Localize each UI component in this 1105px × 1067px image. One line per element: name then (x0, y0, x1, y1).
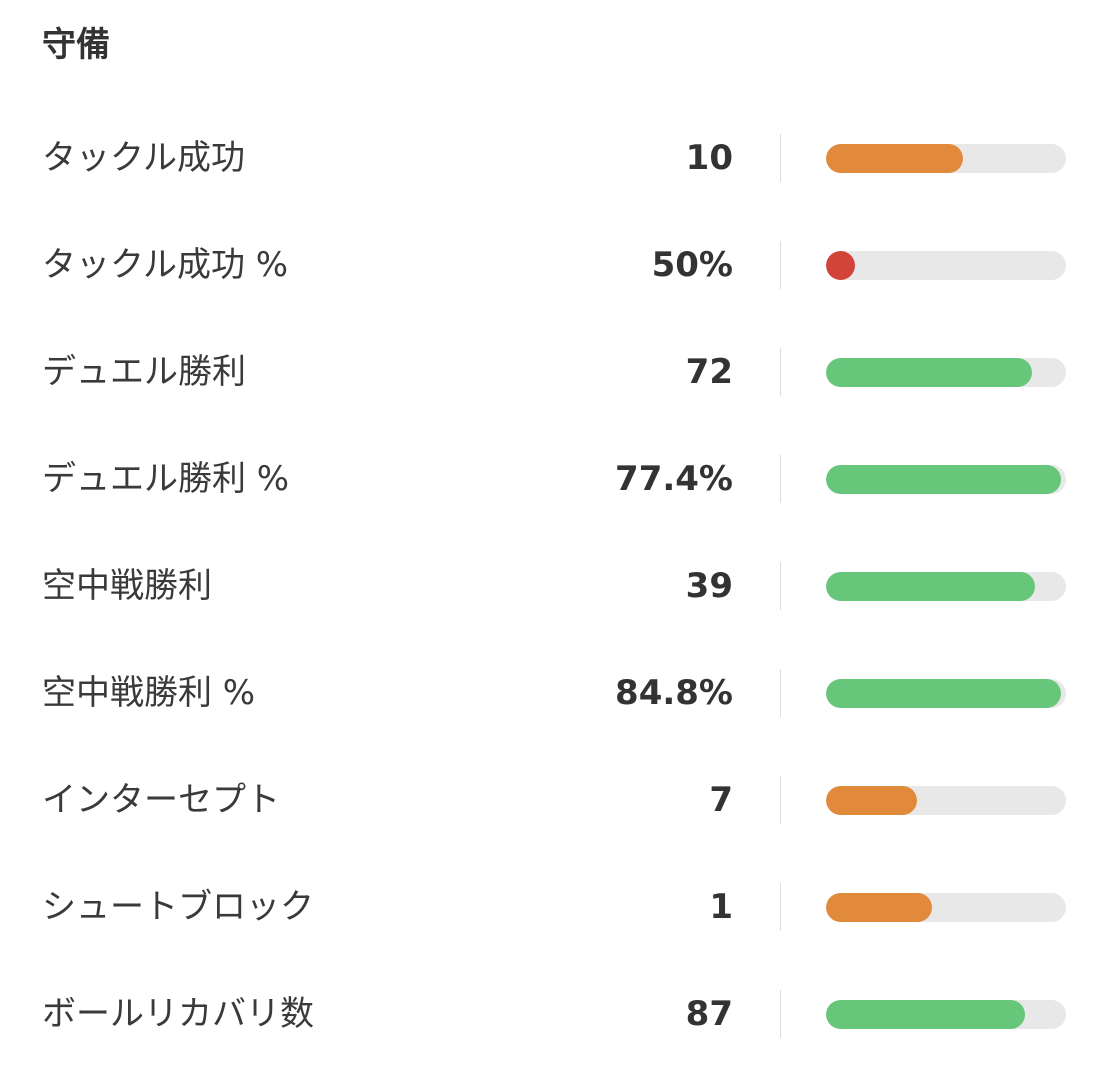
stat-divider (780, 776, 781, 824)
stat-row: ボールリカバリ数 87 (0, 960, 1105, 1067)
percentile-bar (826, 144, 1066, 173)
stat-value: 87 (685, 994, 733, 1034)
percentile-bar (826, 251, 1066, 280)
stat-row: 空中戦勝利 39 (0, 532, 1105, 639)
stat-divider (780, 669, 781, 717)
stat-divider (780, 348, 781, 396)
percentile-bar-fill (826, 144, 963, 173)
percentile-bar-fill (826, 893, 932, 922)
stat-row: シュートブロック 1 (0, 853, 1105, 960)
stat-value: 39 (685, 566, 733, 606)
stat-label: ボールリカバリ数 (42, 994, 314, 1034)
percentile-bar-fill (826, 465, 1061, 494)
percentile-bar (826, 465, 1066, 494)
stat-row: 空中戦勝利 % 84.8% (0, 639, 1105, 746)
stat-label: シュートブロック (42, 887, 314, 927)
stat-label: インターセプト (42, 780, 280, 820)
stat-label: タックル成功 % (42, 245, 289, 285)
percentile-bar (826, 786, 1066, 815)
stat-value: 72 (685, 352, 733, 392)
stat-row: タックル成功 % 50% (0, 211, 1105, 318)
stat-value: 7 (709, 780, 733, 820)
stat-divider (780, 990, 781, 1038)
stat-divider (780, 455, 781, 503)
stat-value: 10 (685, 138, 733, 178)
stat-divider (780, 134, 781, 182)
percentile-bar (826, 358, 1066, 387)
stat-label: デュエル勝利 % (42, 459, 290, 499)
stat-label: 空中戦勝利 (42, 566, 212, 606)
stat-divider (780, 883, 781, 931)
percentile-bar-fill (826, 251, 855, 280)
percentile-bar-fill (826, 679, 1061, 708)
percentile-bar-fill (826, 1000, 1025, 1029)
stat-value: 84.8% (615, 673, 733, 713)
stat-row: タックル成功 10 (0, 104, 1105, 211)
stat-list: タックル成功 10 タックル成功 % 50% デュエル勝利 72 デュエル勝利 % 77.4%… (0, 104, 1105, 1067)
stat-label: デュエル勝利 (42, 352, 246, 392)
stat-row: デュエル勝利 % 77.4% (0, 425, 1105, 532)
percentile-bar-fill (826, 786, 917, 815)
stat-label: タックル成功 (42, 138, 245, 178)
section-title: 守備 (42, 25, 110, 65)
stat-value: 50% (651, 245, 733, 285)
percentile-bar (826, 679, 1066, 708)
stat-value: 1 (709, 887, 733, 927)
percentile-bar-fill (826, 572, 1035, 601)
percentile-bar (826, 572, 1066, 601)
percentile-bar (826, 893, 1066, 922)
stat-divider (780, 241, 781, 289)
stat-divider (780, 562, 781, 610)
stat-row: インターセプト 7 (0, 746, 1105, 853)
stat-row: デュエル勝利 72 (0, 318, 1105, 425)
percentile-bar-fill (826, 358, 1032, 387)
stat-label: 空中戦勝利 % (42, 673, 256, 713)
percentile-bar (826, 1000, 1066, 1029)
stat-value: 77.4% (615, 459, 733, 499)
